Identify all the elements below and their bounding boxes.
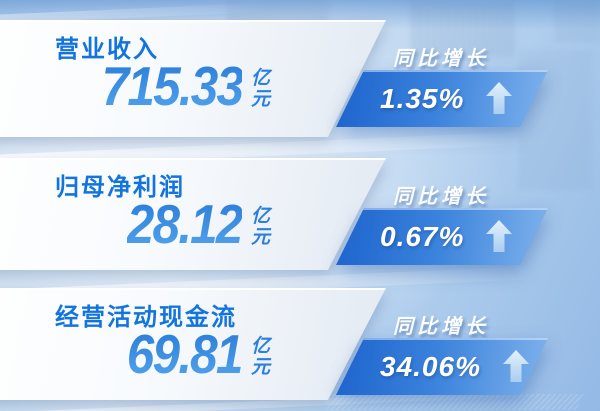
- metric-value-group: 715.33 亿 元: [28, 59, 270, 114]
- unit-top: 亿: [250, 336, 270, 357]
- metric-row-revenue: 营业收入 715.33 亿 元 同比增长 1.35%: [0, 20, 600, 137]
- metric-unit: 亿 元: [251, 59, 270, 110]
- metric-card: [0, 158, 600, 270]
- metric-title: 归母净利润: [55, 174, 185, 201]
- metric-value: 69.81: [127, 323, 244, 385]
- up-arrow-icon: [484, 81, 514, 115]
- metric-unit: 亿 元: [251, 197, 270, 248]
- unit-bottom: 元: [250, 357, 270, 378]
- unit-top: 亿: [250, 206, 270, 227]
- skyline-texture: [556, 0, 600, 42]
- growth-badge: 34.06%: [336, 338, 548, 395]
- metric-row-operating-cash-flow: 经营活动现金流 69.81 亿 元 同比增长 34.06%: [0, 288, 600, 400]
- up-arrow-icon: [501, 349, 531, 383]
- unit-bottom: 元: [250, 227, 270, 248]
- growth-value: 0.67%: [380, 220, 465, 252]
- up-arrow-icon: [484, 219, 514, 253]
- metric-card: [0, 20, 600, 137]
- growth-value: 1.35%: [380, 82, 465, 114]
- growth-badge: 0.67%: [336, 208, 548, 265]
- growth-badge: 1.35%: [336, 70, 548, 127]
- metric-value: 28.12: [127, 193, 244, 255]
- metric-row-net-profit: 归母净利润 28.12 亿 元 同比增长 0.67%: [0, 158, 600, 270]
- unit-bottom: 元: [250, 89, 270, 110]
- growth-label: 同比增长: [393, 48, 489, 70]
- metric-card: [0, 288, 600, 400]
- metric-title: 营业收入: [55, 36, 159, 63]
- metric-unit: 亿 元: [251, 327, 270, 378]
- unit-top: 亿: [250, 68, 270, 89]
- metric-value-group: 69.81 亿 元: [28, 327, 270, 382]
- metric-value-group: 28.12 亿 元: [28, 197, 270, 252]
- skyline-texture: [412, 0, 517, 58]
- growth-value: 34.06%: [380, 350, 481, 382]
- growth-label: 同比增长: [393, 316, 489, 338]
- metric-title: 经营活动现金流: [55, 304, 237, 331]
- metric-value: 715.33: [101, 55, 243, 117]
- growth-label: 同比增长: [393, 186, 489, 208]
